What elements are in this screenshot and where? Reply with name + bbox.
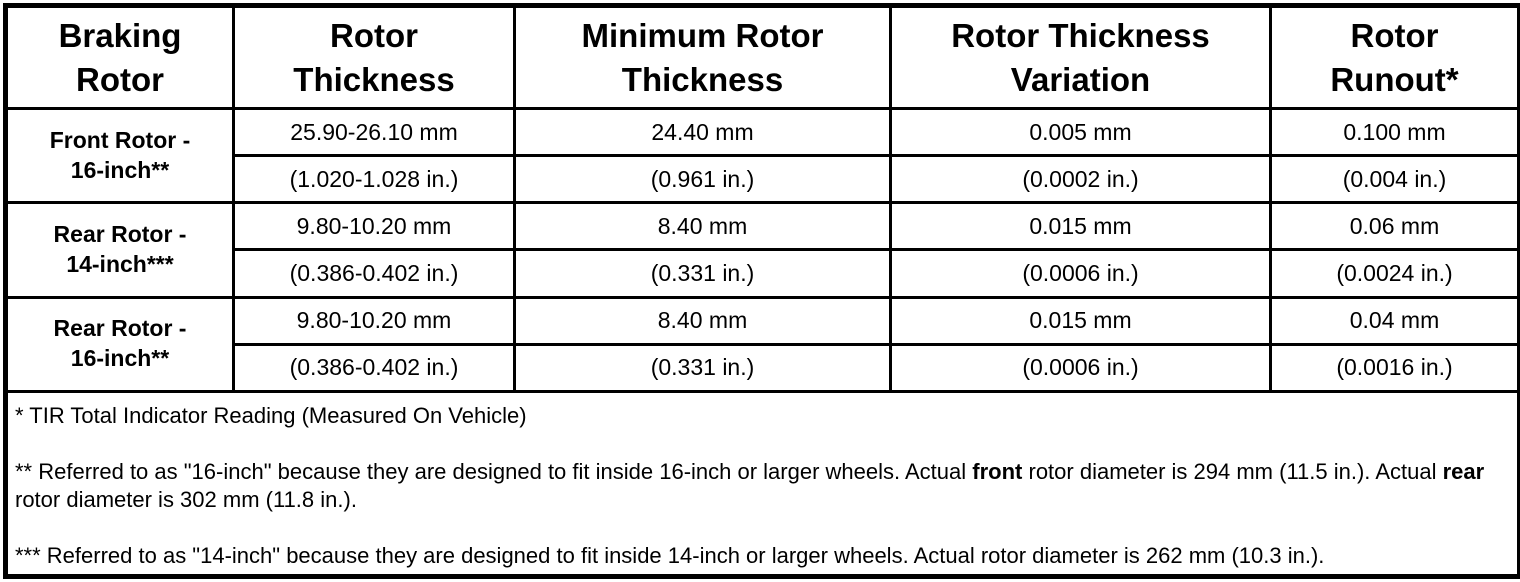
cell-rear14-min-thickness-in: (0.331 in.) — [513, 248, 892, 299]
table-row-rear-16-mm: Rear Rotor - 16-inch** 9.80-10.20 mm 8.4… — [4, 295, 1520, 394]
cell-rear14-thickness-variation-mm: 0.015 mm — [889, 201, 1272, 251]
table-header: Braking Rotor Rotor Thickness Minimum Ro… — [4, 4, 1520, 110]
footnotes-cell: * TIR Total Indicator Reading (Measured … — [4, 390, 1520, 578]
table-body: Front Rotor - 16-inch** 25.90-26.10 mm 2… — [4, 106, 1520, 394]
cell-front16-rotor-thickness-in: (1.020-1.028 in.) — [232, 154, 516, 205]
cell-rear14-min-thickness-mm: 8.40 mm — [513, 201, 892, 251]
cell-rear16-rotor-thickness-in: (0.386-0.402 in.) — [232, 342, 516, 394]
cell-front16-rotor-thickness-mm: 25.90-26.10 mm — [232, 106, 516, 157]
table-row-front-16-mm: Front Rotor - 16-inch** 25.90-26.10 mm 2… — [4, 106, 1520, 205]
cell-rear16-runout-in: (0.0016 in.) — [1269, 342, 1520, 394]
cell-rear16-min-thickness-in: (0.331 in.) — [513, 342, 892, 394]
cell-rear16-thickness-variation-mm: 0.015 mm — [889, 295, 1272, 346]
cell-front16-runout-mm: 0.100 mm — [1269, 106, 1520, 157]
cell-front16-thickness-variation-in: (0.0002 in.) — [889, 154, 1272, 205]
rotor-specifications-table: Braking Rotor Rotor Thickness Minimum Ro… — [3, 3, 1520, 579]
cell-front16-runout-in: (0.004 in.) — [1269, 154, 1520, 205]
table-row-front-16-in: (1.020-1.028 in.) (0.961 in.) (0.0002 in… — [6, 154, 1520, 205]
footnote-14-inch: *** Referred to as "14-inch" because the… — [15, 543, 1325, 568]
table-row-rear-14-in: (0.386-0.402 in.) (0.331 in.) (0.0006 in… — [6, 248, 1520, 299]
cell-front16-min-thickness-mm: 24.40 mm — [513, 106, 892, 157]
cell-rear16-min-thickness-mm: 8.40 mm — [513, 295, 892, 346]
cell-rear16-thickness-variation-in: (0.0006 in.) — [889, 342, 1272, 394]
footnote-16-inch-bold-rear: rear — [1442, 459, 1485, 484]
col-header-rotor-thickness: Rotor Thickness — [232, 4, 516, 110]
col-header-braking-rotor: Braking Rotor — [4, 4, 235, 110]
footnote-16-inch-bold-front: front — [972, 459, 1023, 484]
footnote-16-inch-text-2: rotor diameter is 294 mm (11.5 in.). Act… — [1022, 459, 1443, 484]
row-label-front-rotor-16-inch: Front Rotor - 16-inch** — [4, 106, 235, 205]
cell-rear16-runout-mm: 0.04 mm — [1269, 295, 1520, 346]
col-header-minimum-rotor-thickness: Minimum Rotor Thickness — [513, 4, 892, 110]
cell-front16-thickness-variation-mm: 0.005 mm — [889, 106, 1272, 157]
footnote-16-inch-text-1: ** Referred to as "16-inch" because they… — [15, 459, 973, 484]
footnote-16-inch: ** Referred to as "16-inch" because they… — [15, 458, 1510, 514]
cell-rear14-rotor-thickness-mm: 9.80-10.20 mm — [232, 201, 516, 251]
table-footnotes: * TIR Total Indicator Reading (Measured … — [4, 390, 1520, 578]
row-label-rear-rotor-16-inch: Rear Rotor - 16-inch** — [4, 295, 235, 394]
table-row-rear-16-in: (0.386-0.402 in.) (0.331 in.) (0.0006 in… — [6, 342, 1520, 394]
table-row-rear-14-mm: Rear Rotor - 14-inch*** 9.80-10.20 mm 8.… — [4, 201, 1520, 299]
col-header-rotor-runout: Rotor Runout* — [1269, 4, 1520, 110]
cell-rear14-runout-in: (0.0024 in.) — [1269, 248, 1520, 299]
cell-rear14-rotor-thickness-in: (0.386-0.402 in.) — [232, 248, 516, 299]
footnote-tir: * TIR Total Indicator Reading (Measured … — [15, 403, 527, 428]
cell-rear16-rotor-thickness-mm: 9.80-10.20 mm — [232, 295, 516, 346]
footnote-16-inch-text-3: rotor diameter is 302 mm (11.8 in.). — [15, 487, 357, 512]
col-header-rotor-thickness-variation: Rotor Thickness Variation — [889, 4, 1272, 110]
footnotes-row: * TIR Total Indicator Reading (Measured … — [4, 390, 1520, 578]
cell-rear14-runout-mm: 0.06 mm — [1269, 201, 1520, 251]
header-row: Braking Rotor Rotor Thickness Minimum Ro… — [4, 4, 1520, 110]
row-label-rear-rotor-14-inch: Rear Rotor - 14-inch*** — [4, 201, 235, 299]
cell-rear14-thickness-variation-in: (0.0006 in.) — [889, 248, 1272, 299]
cell-front16-min-thickness-in: (0.961 in.) — [513, 154, 892, 205]
